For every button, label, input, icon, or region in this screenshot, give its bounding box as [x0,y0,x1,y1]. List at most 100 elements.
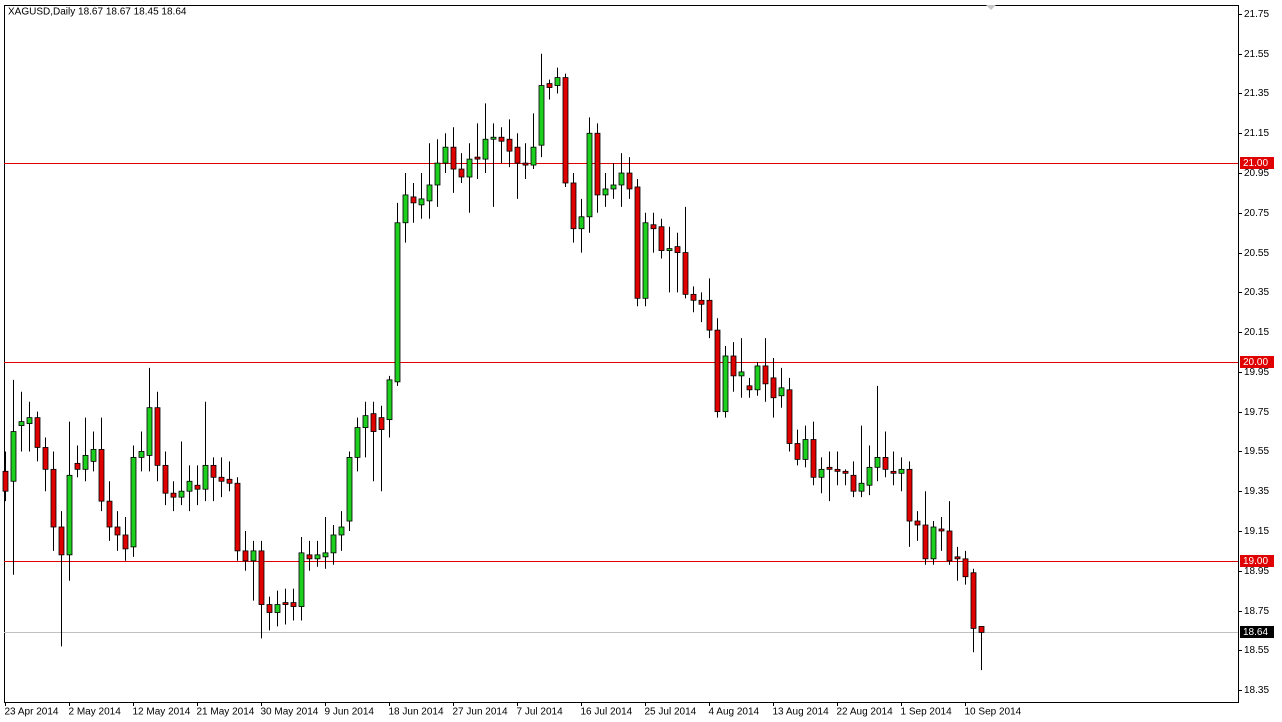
candle-body [962,558,969,578]
candle-body [778,387,785,397]
candle-body [234,482,241,552]
candle-body [978,626,985,633]
y-tick-label: 19.95 [1244,367,1269,378]
candle-body [634,186,641,299]
candle-body [298,552,305,607]
y-tick-label: 20.35 [1244,287,1269,298]
candle-body [450,146,457,170]
candle-body [762,365,769,385]
candle-body [562,77,569,184]
candle-body [122,534,129,550]
candle-body [426,184,433,202]
candle-body [954,556,961,560]
candle-body [650,224,657,230]
x-tick-label: 22 Aug 2014 [837,707,894,718]
x-tick-label: 10 Sep 2014 [965,707,1022,718]
candle-body [922,524,929,560]
candle-body [250,550,257,562]
candle-body [186,480,193,492]
candle-body [434,162,441,186]
candle-body [674,246,681,253]
x-tick-label: 12 May 2014 [133,707,191,718]
x-tick-label: 7 Jul 2014 [517,707,564,718]
candle-body [706,299,713,331]
candle-body [218,476,225,482]
candle-body [26,417,33,424]
candle-body [114,526,121,536]
candle-body [362,415,369,428]
candle-body [322,552,329,558]
level-label-box [1240,555,1274,567]
candle-body [906,468,913,522]
candle-body [738,371,745,377]
y-tick-label: 18.35 [1244,685,1269,696]
candle-body [842,470,849,474]
y-tick-label: 20.15 [1244,327,1269,338]
candle-body [722,355,729,413]
level-label-box [1240,356,1274,368]
candle-body [370,413,377,432]
candle-body [330,534,337,554]
y-tick-label: 19.15 [1244,526,1269,537]
candle-body [618,172,625,186]
candle-body [530,146,537,166]
y-tick-label: 18.95 [1244,566,1269,577]
candle-body [626,172,633,190]
candle-body [890,470,897,474]
x-tick-label: 4 Aug 2014 [709,707,760,718]
candle-body [642,222,649,299]
x-tick-label: 18 Jun 2014 [389,707,444,718]
candle-body [770,377,777,399]
candle-body [354,427,361,458]
candle-body [66,474,73,556]
current-price-box [1240,626,1274,638]
candle-body [946,530,953,562]
candle-body [786,389,793,444]
y-tick-label: 18.55 [1244,645,1269,656]
candle-body [402,194,409,224]
candle-body [698,299,705,305]
candle-body [866,466,873,486]
chart-title: XAGUSD,Daily 18.67 18.67 18.45 18.64 [8,7,187,18]
candle-body [194,484,201,490]
x-tick-label: 23 Apr 2014 [5,707,59,718]
candle-body [602,188,609,196]
candle-body [378,417,385,430]
candle-body [290,602,297,607]
candle-body [178,490,185,498]
candle-body [898,468,905,474]
candle-body [74,462,81,470]
candle-body [50,468,57,528]
candle-body [570,182,577,230]
y-tick-label: 20.75 [1244,208,1269,219]
y-tick-label: 20.55 [1244,248,1269,259]
candle-body [210,464,217,478]
candle-body [338,526,345,536]
candle-body [474,156,481,160]
candle-body [578,216,585,230]
candle-body [170,492,177,498]
candle-body [818,468,825,478]
candle-body [938,528,945,532]
candle-body [858,482,865,492]
candle-body [586,132,593,218]
candle-body [130,457,137,548]
candle-body [82,455,89,470]
y-tick-label: 19.75 [1244,407,1269,418]
candle-body [546,83,553,88]
candle-body [458,168,465,178]
y-tick-label: 21.55 [1244,49,1269,60]
x-tick-label: 9 Jun 2014 [325,707,375,718]
x-tick-label: 27 Jun 2014 [453,707,508,718]
candle-body [442,146,449,164]
candle-body [466,158,473,178]
y-tick-label: 19.55 [1244,446,1269,457]
shift-marker [986,5,996,10]
candle-body [154,407,161,466]
candle-body [202,464,209,490]
candle-body [522,162,529,166]
candle-body [258,550,265,605]
candle-body [138,451,145,458]
candle-body [306,554,313,560]
